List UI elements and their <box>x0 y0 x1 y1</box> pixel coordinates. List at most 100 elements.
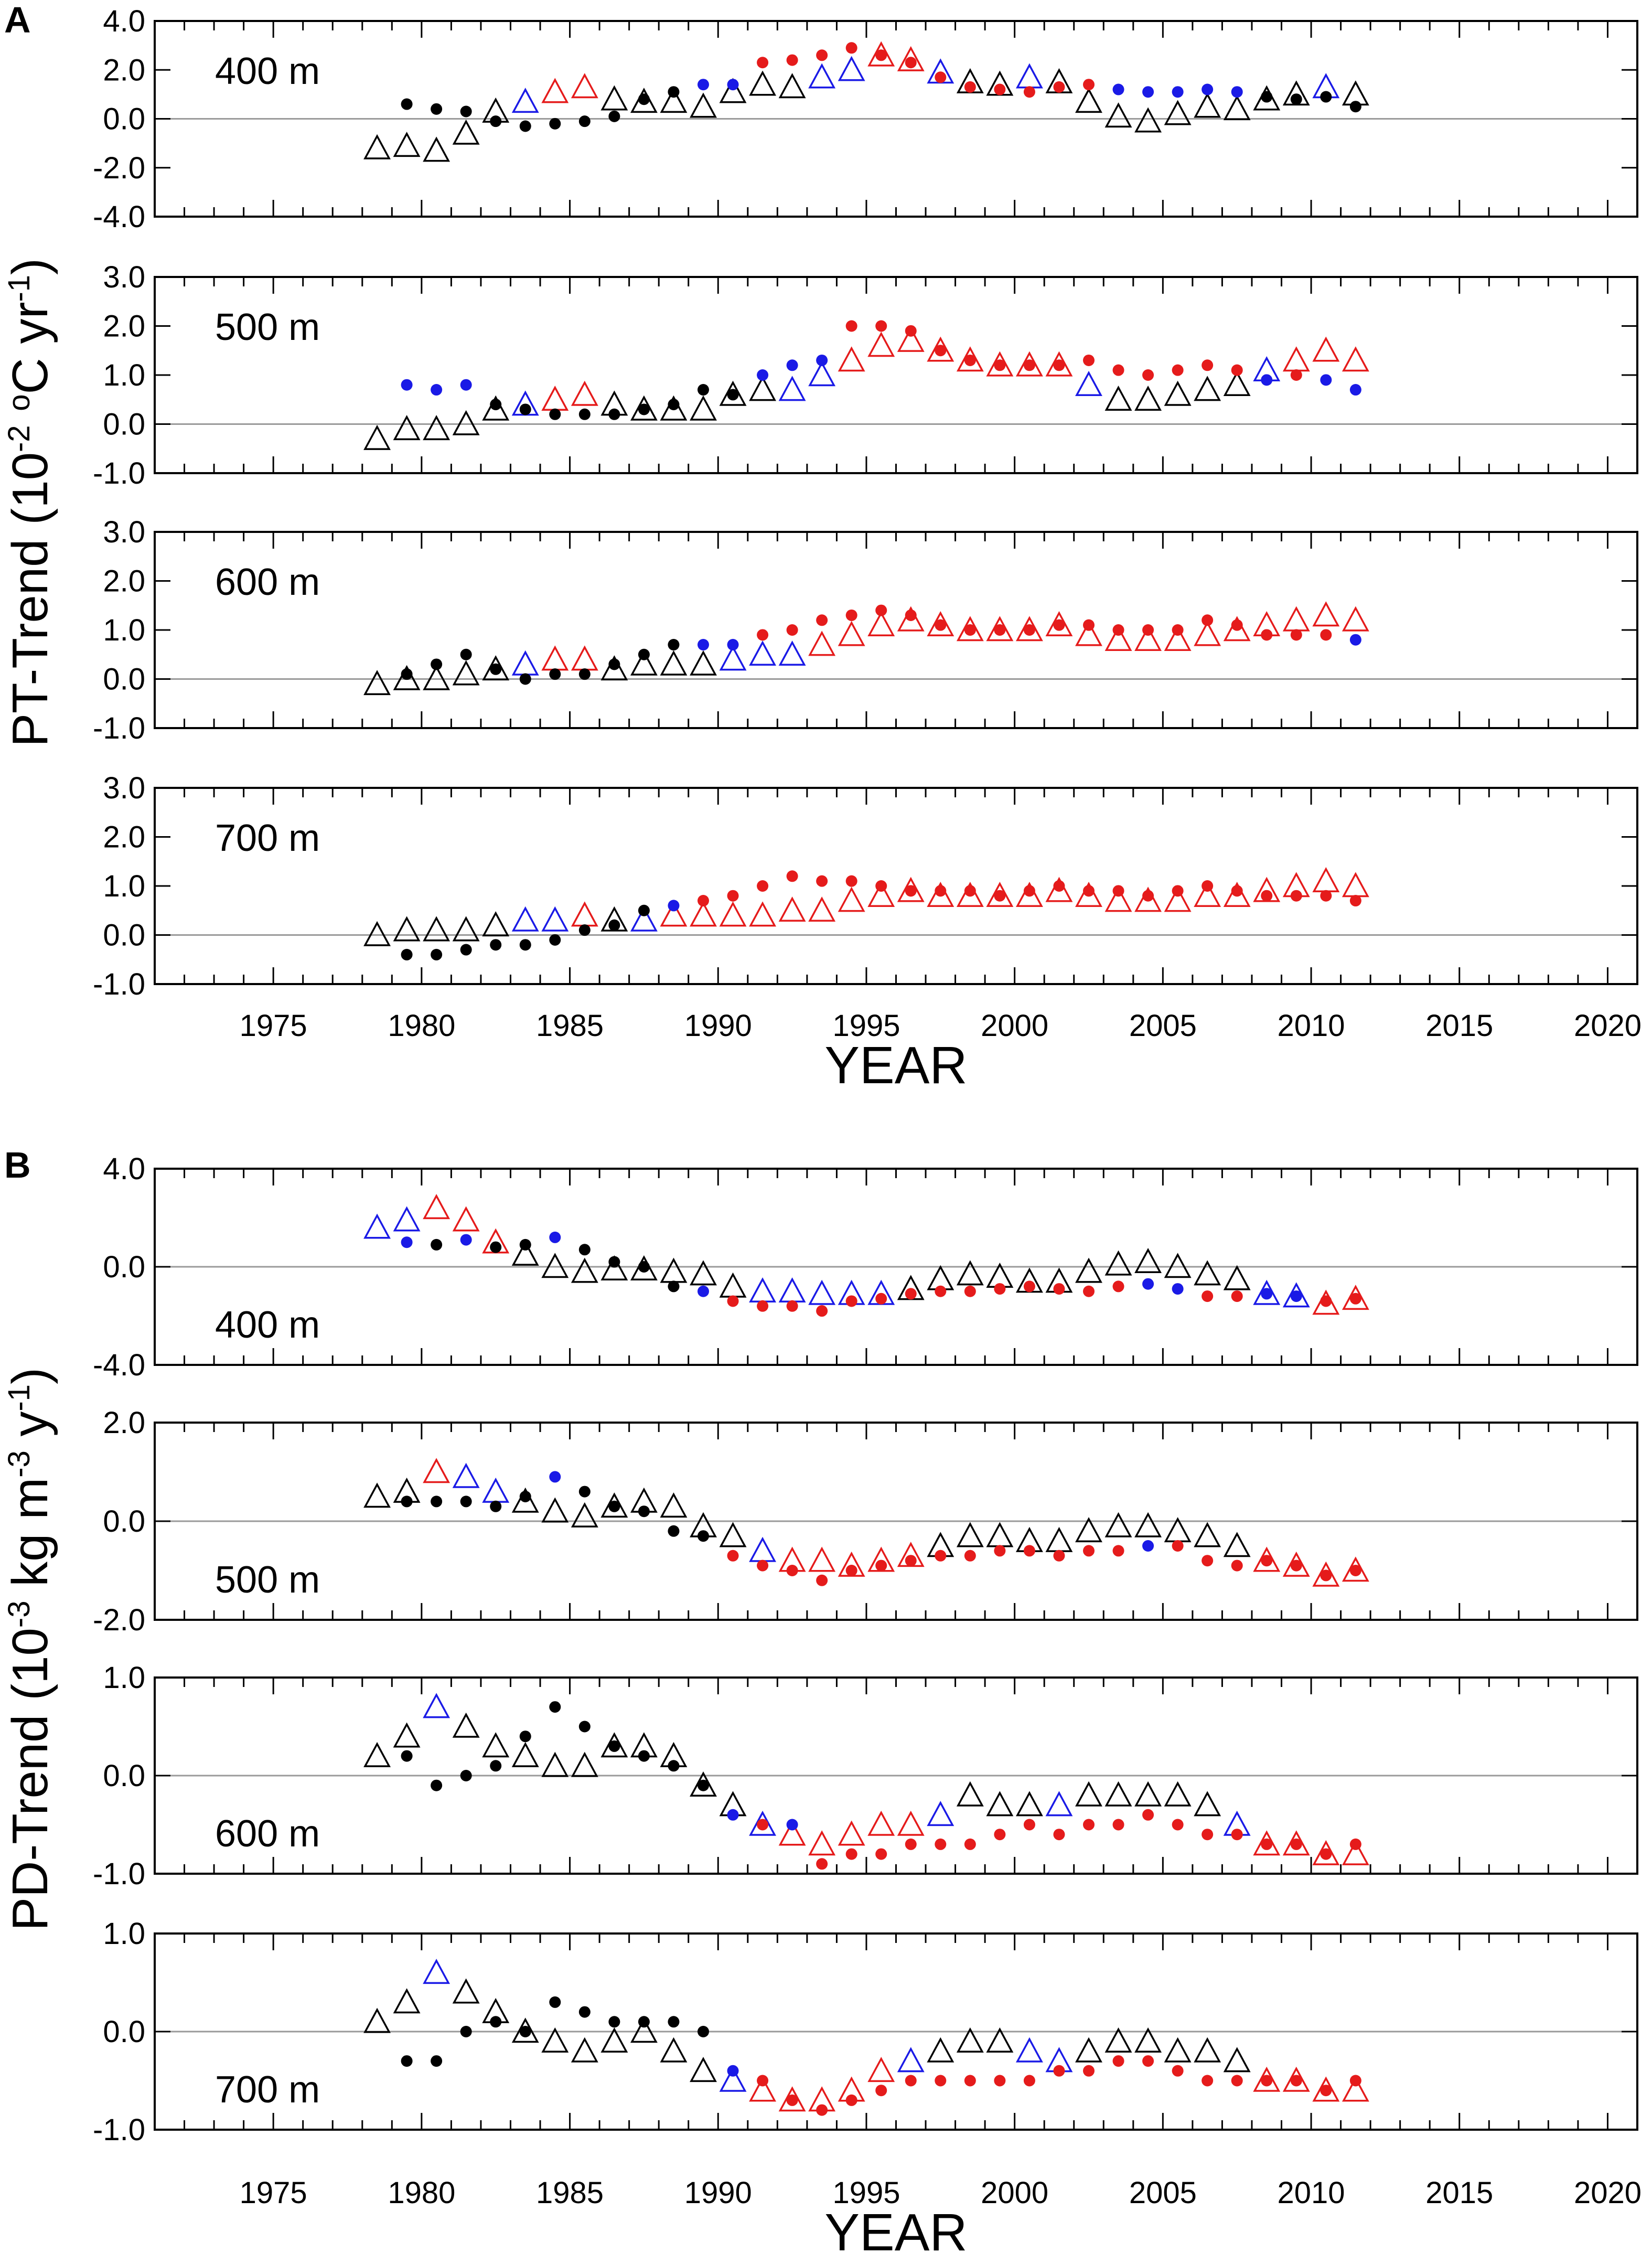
dot-marker <box>964 1838 976 1850</box>
label-part: y <box>2 1412 58 1451</box>
dot-marker <box>935 71 947 83</box>
dot-marker <box>816 354 828 366</box>
dot-marker <box>1231 1559 1243 1572</box>
subplot-B-600m: 1.0 0.0 -1.0 600 m <box>93 1661 1638 1891</box>
triangle-marker <box>927 336 954 362</box>
dot-marker <box>875 1559 887 1572</box>
triangle-marker <box>838 886 865 912</box>
triangle-marker <box>541 645 569 671</box>
dot-marker <box>608 110 620 122</box>
dot-marker <box>1231 1829 1243 1841</box>
triangle-marker <box>630 1255 658 1280</box>
triangle-marker <box>423 665 450 690</box>
label-part: C yr <box>2 302 58 394</box>
dot-marker <box>1320 374 1332 386</box>
dot-marker <box>845 2094 857 2106</box>
triangle-marker <box>541 1497 569 1523</box>
dot-marker <box>994 83 1006 95</box>
dot-marker <box>1202 1829 1214 1841</box>
y-tick-label: -2.0 <box>93 151 145 185</box>
triangle-marker <box>808 63 836 89</box>
dot-marker <box>905 57 917 69</box>
dot-marker <box>1172 2065 1184 2077</box>
dot-marker <box>519 1491 531 1502</box>
x-tick-label: 1985 <box>536 2176 604 2210</box>
triangle-marker <box>690 1771 717 1797</box>
triangle-marker <box>571 901 598 927</box>
x-axis-title: YEAR <box>824 2203 967 2254</box>
dot-marker <box>1023 885 1035 897</box>
triangle-marker <box>363 1213 391 1239</box>
triangle-marker <box>511 88 539 113</box>
dot-marker <box>608 1500 620 1512</box>
triangle-marker <box>1164 1781 1192 1807</box>
dot-marker <box>401 98 413 110</box>
dot-marker <box>697 1530 709 1542</box>
triangle-marker <box>363 134 391 159</box>
triangle-marker <box>571 1751 598 1777</box>
dot-marker <box>1142 1809 1154 1821</box>
triangle-marker <box>1045 877 1073 902</box>
triangle-marker <box>1164 100 1192 125</box>
triangle-marker <box>867 1810 895 1836</box>
dot-marker <box>401 1750 413 1762</box>
triangle-marker <box>511 1742 539 1767</box>
dot-marker <box>431 384 443 396</box>
dot-marker <box>1349 1292 1361 1305</box>
dot-marker <box>786 1819 798 1831</box>
dot-marker <box>757 1300 769 1312</box>
dot-marker <box>1172 1283 1184 1295</box>
triangle-marker <box>660 650 688 676</box>
dot-marker <box>816 49 828 61</box>
dot-marker <box>519 939 531 951</box>
y-tick-label: -1.0 <box>93 967 145 1001</box>
y-tick-label: 3.0 <box>103 260 145 294</box>
dot-marker <box>549 1996 561 2008</box>
dot-marker <box>994 1283 1006 1295</box>
dot-marker <box>697 2026 709 2037</box>
triangle-marker <box>719 380 747 406</box>
dot-marker <box>786 2094 798 2106</box>
x-tick-label: 2020 <box>1574 2176 1642 2210</box>
panel-letter: B <box>4 1145 31 1185</box>
dot-marker <box>1202 83 1214 95</box>
triangle-marker <box>749 1277 777 1303</box>
dot-marker <box>786 54 798 66</box>
triangle-marker <box>1075 882 1102 907</box>
dot-marker <box>816 1305 828 1317</box>
triangle-marker <box>1015 351 1043 377</box>
triangle-marker <box>363 1742 391 1767</box>
triangle-marker <box>630 906 658 932</box>
dot-marker <box>1053 1829 1065 1841</box>
dot-marker <box>668 399 680 411</box>
dot-marker <box>875 49 887 61</box>
triangle-marker <box>1253 1546 1281 1572</box>
dot-marker <box>845 875 857 887</box>
triangle-marker <box>1164 380 1192 406</box>
triangle-marker <box>1253 1830 1281 1856</box>
triangle-marker <box>423 136 450 162</box>
y-tick-label: 0.0 <box>103 2015 145 2049</box>
dot-marker <box>668 1280 680 1292</box>
triangle-marker <box>867 41 895 67</box>
dot-marker <box>608 2016 620 2028</box>
y-tick-label: 0.0 <box>103 1759 145 1793</box>
depth-label: 400 m <box>215 1304 320 1346</box>
triangle-marker <box>749 1810 777 1836</box>
triangle-marker <box>808 1830 836 1856</box>
triangle-marker <box>927 2037 954 2063</box>
subplot-A-500m: 3.0 2.0 1.0 0.0 -1.0 500 m <box>93 260 1638 490</box>
dot-marker <box>490 663 502 675</box>
triangle-marker <box>1015 882 1043 907</box>
triangle-marker <box>719 1522 747 1547</box>
y-axis-title: PD-Trend (10-3 kg m-3 y-1) <box>2 1368 58 1931</box>
triangle-marker <box>541 1253 569 1278</box>
triangle-marker <box>838 346 865 372</box>
triangle-marker <box>1015 1791 1043 1817</box>
triangle-marker <box>423 916 450 942</box>
subplot-B-400m: 4.0 0.0 -4.0 400 m <box>93 1152 1638 1382</box>
dot-marker <box>964 885 976 897</box>
y-tick-label: 2.0 <box>103 1406 145 1440</box>
dot-marker <box>1142 624 1154 636</box>
dot-marker <box>549 1471 561 1483</box>
